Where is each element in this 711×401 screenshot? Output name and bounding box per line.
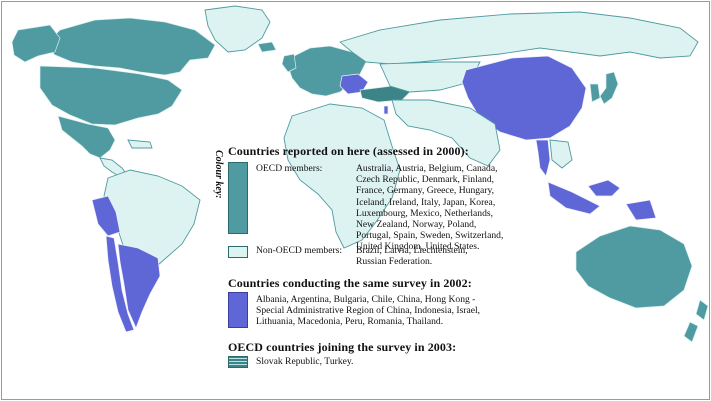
oecd-members-list: Australia, Austria, Belgium, Canada, Cze…: [356, 163, 526, 253]
survey-2002-line: Albania, Argentina, Bulgaria, Chile, Chi…: [256, 294, 476, 305]
section-2000-title: Countries reported on here (assessed in …: [228, 144, 469, 158]
oecd-line: New Zealand, Norway, Poland,: [356, 219, 477, 231]
africa: [283, 103, 401, 249]
japan: [599, 71, 619, 105]
china: [461, 55, 587, 141]
korea: [589, 83, 601, 103]
survey-2002-line: Lithuania, Macedonia, Peru, Romania, Tha…: [256, 316, 444, 328]
new-zealand: [683, 299, 709, 343]
joining-2003-swatch: [228, 356, 248, 368]
australia: [575, 225, 693, 309]
alaska: [11, 24, 61, 63]
greenland: [204, 5, 271, 53]
non-oecd-line: Brazil, Latvia, Liechtenstein,: [356, 245, 468, 256]
oecd-line: Iceland, Ireland, Italy, Japan, Korea,: [356, 196, 496, 208]
oecd-swatch: [228, 162, 248, 234]
oecd-line: France, Germany, Greece, Hungary,: [356, 185, 495, 197]
non-oecd-swatch: [228, 246, 248, 258]
joining-2003-list: Slovak Republic, Turkey.: [256, 356, 354, 367]
argentina: [117, 243, 161, 329]
canada: [44, 17, 216, 76]
non-oecd-members-list: Brazil, Latvia, Liechtenstein, Russian F…: [356, 245, 526, 267]
united-states: [39, 65, 183, 126]
survey-2002-swatch: [228, 292, 248, 328]
thailand: [535, 139, 551, 177]
colour-key-label: Colour key:: [213, 150, 224, 199]
chile: [105, 235, 135, 333]
peru: [91, 195, 121, 237]
iceland-uk: [257, 41, 297, 73]
southeast-asia: [549, 139, 573, 169]
central-asia: [379, 61, 481, 93]
section-2002-title: Countries conducting the same survey in …: [228, 276, 472, 290]
non-oecd-members-label: Non-OECD members:: [256, 245, 343, 256]
israel: [383, 105, 389, 115]
middle-east-south-asia: [391, 99, 501, 167]
non-oecd-line: Russian Federation.: [356, 256, 433, 268]
survey-2002-line: Special Administrative Region of China, …: [256, 305, 481, 317]
indonesia: [547, 179, 657, 221]
survey-2002-list: Albania, Argentina, Bulgaria, Chile, Chi…: [256, 294, 536, 328]
oecd-members-label: OECD members:: [256, 163, 323, 174]
oecd-line: Portugal, Spain, Sweden, Switzerland,: [356, 230, 504, 242]
oecd-line: United Kingdom, United States.: [356, 241, 480, 253]
oecd-line: Luxembourg, Mexico, Netherlands,: [356, 207, 494, 219]
section-2003-title: OECD countries joining the survey in 200…: [228, 340, 457, 354]
oecd-line: Australia, Austria, Belgium, Canada,: [356, 163, 498, 174]
oecd-line: Czech Republic, Denmark, Finland,: [356, 174, 495, 186]
